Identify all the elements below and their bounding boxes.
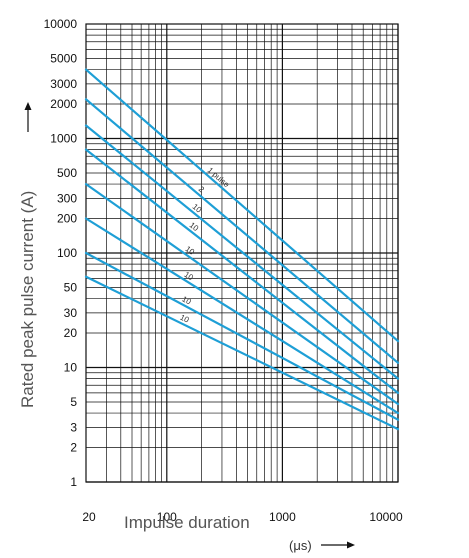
y-tick-label: 1 — [70, 475, 77, 489]
x-tick-labels: 20 100 1000 10000 — [82, 510, 403, 524]
y-tick-label: 5000 — [50, 51, 77, 65]
series-line — [84, 275, 400, 431]
y-tick-label: 3000 — [50, 77, 77, 91]
y-tick-label: 2000 — [50, 97, 77, 111]
y-tick-label: 30 — [64, 306, 78, 320]
y-tick-label: 2 — [70, 441, 77, 455]
series-line — [84, 148, 400, 394]
y-tick-label: 20 — [64, 326, 78, 340]
y-axis-label: Rated peak pulse current (A) — [18, 191, 37, 408]
y-tick-label: 3 — [70, 420, 77, 434]
y-tick-label: 1000 — [50, 132, 77, 146]
series-line — [84, 183, 400, 406]
series-line — [84, 251, 400, 421]
y-tick-label: 50 — [64, 280, 78, 294]
y-tick-label: 300 — [57, 191, 77, 205]
series-line — [84, 124, 400, 380]
series-line — [84, 98, 400, 364]
y-axis-arrow — [24, 102, 32, 132]
y-tick-label: 100 — [57, 246, 77, 260]
series-lines — [84, 68, 400, 431]
y-tick-label: 200 — [57, 212, 77, 226]
y-tick-label: 5 — [70, 395, 77, 409]
x-tick-label: 20 — [82, 510, 96, 524]
series-label: 2 — [197, 185, 207, 195]
x-tick-label: 1000 — [269, 510, 296, 524]
x-tick-label: 100 — [157, 510, 177, 524]
x-tick-label: 10000 — [369, 510, 403, 524]
y-tick-label: 10000 — [44, 17, 78, 31]
x-axis-label: Impulse duration — [124, 513, 250, 532]
y-tick-labels: 1 2 3 5 10 20 30 50 100 200 300 500 1000 2000 3000 5000… — [44, 17, 78, 489]
series-line — [84, 68, 400, 343]
series-line — [84, 217, 400, 415]
y-tick-label: 10 — [64, 361, 78, 375]
x-axis-arrow — [321, 541, 355, 549]
series-label: 10 — [178, 313, 190, 325]
x-axis-unit: (μs) — [289, 538, 312, 553]
y-tick-label: 500 — [57, 166, 77, 180]
